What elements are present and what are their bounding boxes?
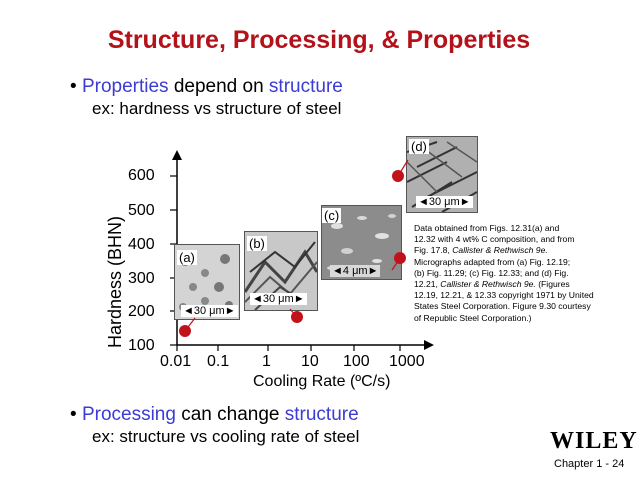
keyword-processing: Processing xyxy=(81,404,176,425)
note-line: (b) Fig. 11.29; (c) Fig. 12.33; and (d) … xyxy=(414,267,569,278)
keyword-structure: structure xyxy=(284,404,359,425)
bullet-properties: • Properties depend on structure xyxy=(70,76,343,98)
bullet-marker: • xyxy=(70,76,77,97)
note-line: Micrographs adapted from (a) Fig. 12.19; xyxy=(414,256,571,267)
micrograph-d-label: (d) xyxy=(409,139,429,154)
micrograph-d-scale: ◄30 μm► xyxy=(416,196,473,208)
x-tick-label: 10 xyxy=(301,353,319,370)
scale-text: 30 μm xyxy=(262,293,294,305)
y-tick-label: 500 xyxy=(128,202,155,219)
slide-title: Structure, Processing, & Properties xyxy=(107,26,531,54)
note-text: 12.21, xyxy=(414,279,441,290)
micrograph-a-label: (a) xyxy=(177,250,197,265)
note-line: Data obtained from Figs. 12.31(a) and xyxy=(414,223,560,233)
micrograph-c-image xyxy=(327,214,396,270)
note-book-title: Callister & Rethwisch 9e. xyxy=(452,245,548,256)
y-axis-title: Hardness (BHN) xyxy=(105,215,125,348)
micrograph-c-scale: ◄4 μm► xyxy=(330,265,381,277)
y-axis-arrow xyxy=(172,150,182,160)
y-tick-label: 100 xyxy=(128,337,155,354)
scale-text: 4 μm xyxy=(342,265,368,277)
note-text: Fig. 17.8, xyxy=(414,245,453,256)
bullet-processing: • Processing can change structure xyxy=(70,404,359,426)
note-line: Fig. 17.8, Callister & Rethwisch 9e. xyxy=(414,245,624,256)
note-line: 12.21, Callister & Rethwisch 9e. (Figure… xyxy=(414,279,624,290)
slide-footer: Chapter 1 - 24 xyxy=(554,458,625,470)
y-tick-label: 300 xyxy=(128,270,155,287)
note-line: 12.32 with 4 wt% C composition, and from xyxy=(414,234,575,245)
y-tick-label: 400 xyxy=(128,236,155,253)
micrograph-b-label: (b) xyxy=(247,236,267,251)
keyword-properties: Properties xyxy=(81,76,169,97)
example-hardness: ex: hardness vs structure of steel xyxy=(92,99,342,118)
x-tick-label: 1 xyxy=(262,353,271,370)
note-line: of Republic Steel Corporation.) xyxy=(414,312,532,323)
note-text: (Figures xyxy=(535,279,570,290)
bullet-marker: • xyxy=(70,404,77,425)
example-cooling-rate: ex: structure vs cooling rate of steel xyxy=(92,427,360,446)
x-tick-label: 0.1 xyxy=(207,353,230,370)
keyword-structure: structure xyxy=(268,76,343,97)
bullet-text: can change xyxy=(175,404,285,425)
wiley-logo: WILEY xyxy=(550,428,638,454)
micrograph-a-scale: ◄30 μm► xyxy=(181,305,238,317)
source-note: Data obtained from Figs. 12.31(a) and 12… xyxy=(414,223,624,324)
scale-text: 30 μm xyxy=(428,196,460,208)
note-line: States Steel Corporation. Figure 9.30 co… xyxy=(414,301,591,312)
micrograph-b-scale: ◄30 μm► xyxy=(250,293,307,305)
x-axis-title: Cooling Rate (ºC/s) xyxy=(253,373,391,390)
note-line: 12.19, 12.21, & 12.33 copyright 1971 by … xyxy=(414,290,594,301)
x-tick-label: 0.01 xyxy=(160,353,192,370)
x-tick-label: 1000 xyxy=(389,353,425,370)
note-book-title: Callister & Rethwisch 9e. xyxy=(440,279,536,290)
x-tick-label: 100 xyxy=(343,353,370,370)
x-axis-arrow xyxy=(424,340,434,350)
bullet-text: depend on xyxy=(168,76,269,97)
scale-text: 30 μm xyxy=(193,305,225,317)
micrograph-c-label: (c) xyxy=(322,208,342,223)
y-tick-label: 600 xyxy=(128,167,155,184)
y-tick-label: 200 xyxy=(128,303,155,320)
